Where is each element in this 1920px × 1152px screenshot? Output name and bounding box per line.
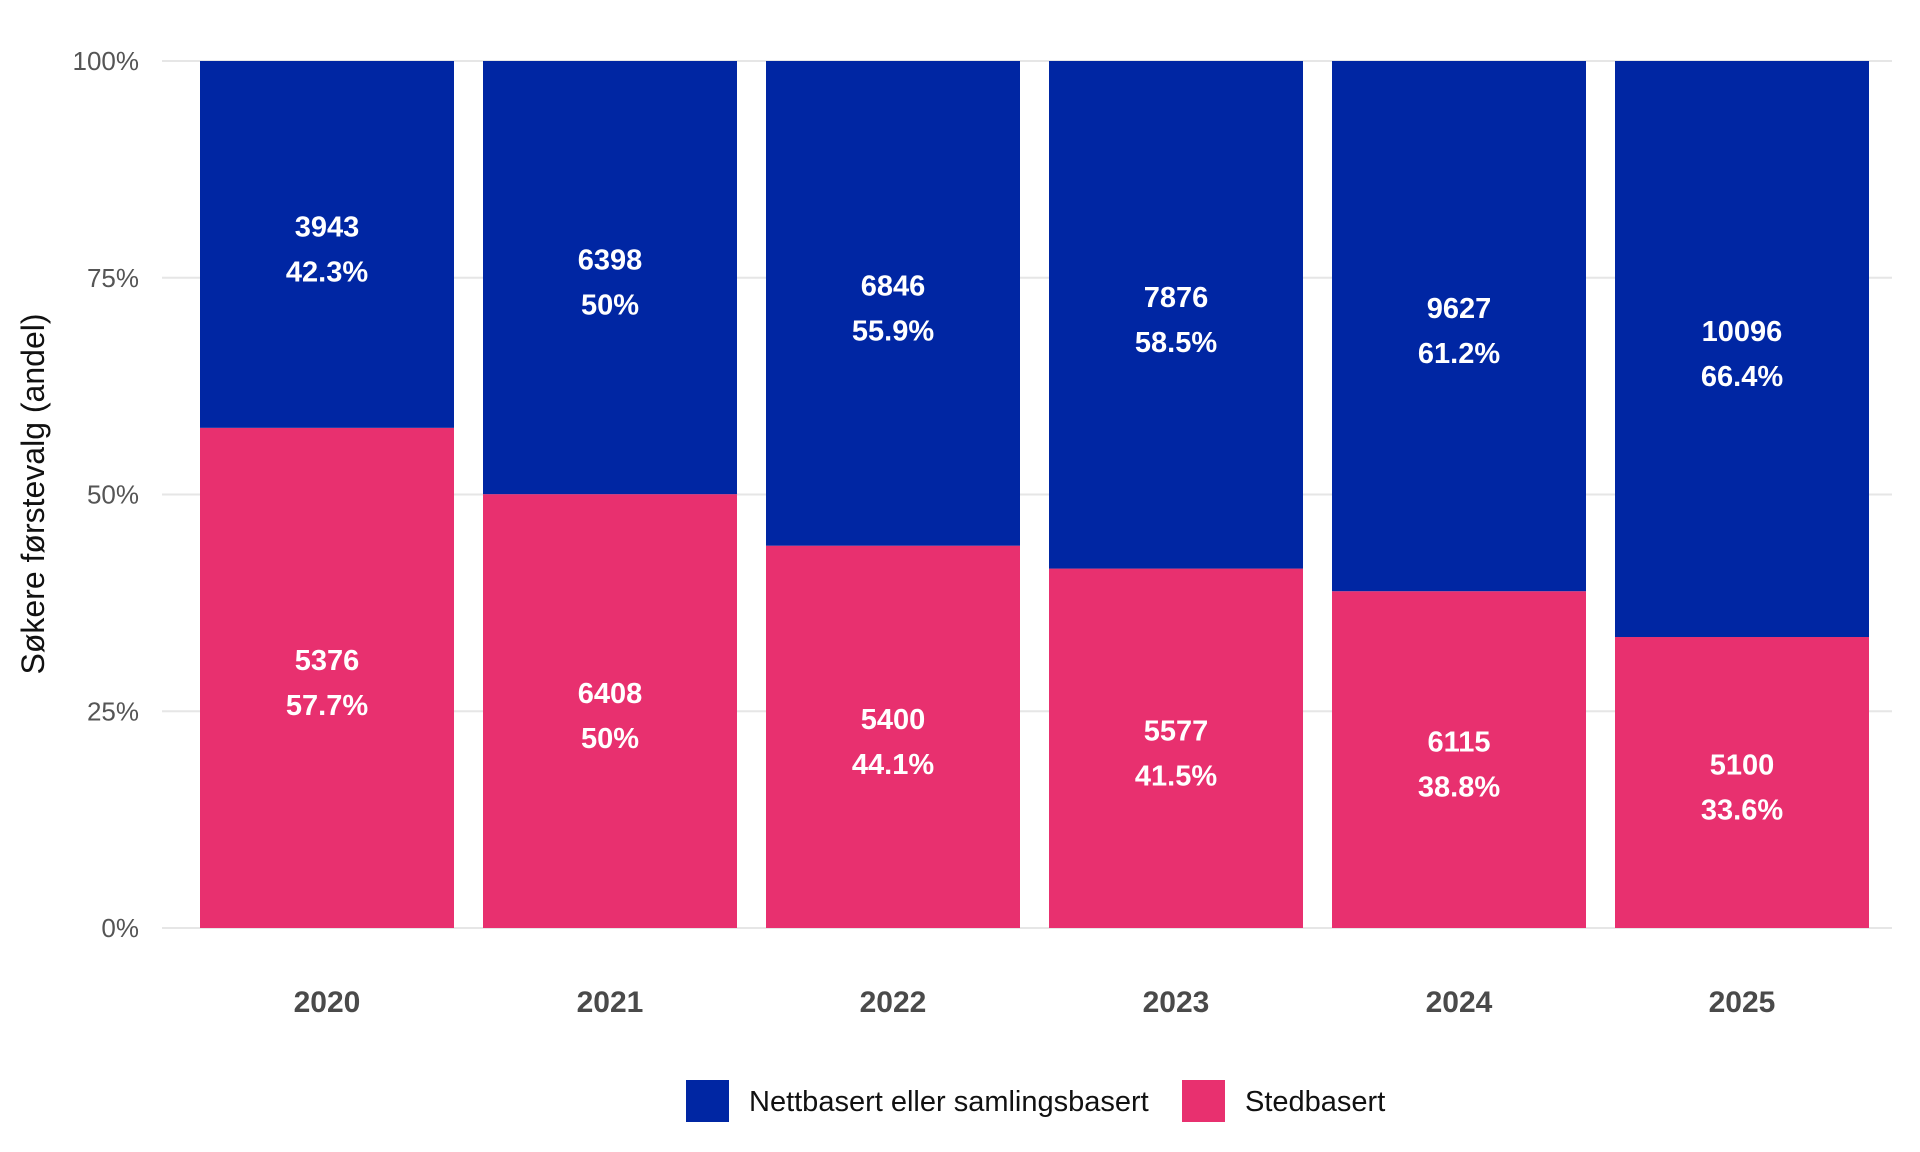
bar-percent-label: 41.5% [1135,760,1217,792]
bar-segment-nettbasert [483,61,737,495]
y-axis-title: Søkere førstevalg (andel) [15,313,51,674]
bar-segment-nettbasert [200,61,454,428]
bar-value-label: 10096 [1702,316,1783,348]
bar-value-label: 9627 [1427,293,1492,325]
bar-segment-nettbasert [1615,61,1869,638]
bar-percent-label: 33.6% [1701,795,1783,827]
bar-percent-label: 50% [581,290,639,322]
y-axis-ticks: 0% 25% 50% 75% 100% [73,46,140,943]
x-category-label: 2021 [577,986,644,1019]
bar-segment-nettbasert [1049,61,1303,569]
bar-percent-label: 42.3% [286,256,368,288]
bar-segment-nettbasert [1332,61,1586,592]
x-category-label: 2024 [1426,986,1493,1019]
bar-value-label: 5100 [1710,750,1775,782]
bar-percent-label: 44.1% [852,749,934,781]
bar-percent-label: 61.2% [1418,338,1500,370]
y-tick-label: 100% [73,46,140,76]
x-category-label: 2023 [1143,986,1210,1019]
y-tick-label: 75% [87,263,139,293]
x-category-label: 2025 [1709,986,1776,1019]
x-axis-categories: 2020 2021 2022 2023 2024 2025 [294,986,1776,1019]
legend-swatch [1182,1080,1225,1122]
bar-segment-stedbasert [766,545,1020,928]
bar-percent-label: 58.5% [1135,327,1217,359]
bar-value-label: 5376 [295,645,360,677]
bar-value-label: 6408 [578,678,643,710]
bars [200,61,1869,928]
bar-value-label: 5577 [1144,715,1209,747]
bar-percent-label: 57.7% [286,690,368,722]
x-category-label: 2020 [294,986,361,1019]
bar-percent-label: 38.8% [1418,772,1500,804]
bar-value-label: 6115 [1428,727,1491,759]
bar-percent-label: 66.4% [1701,361,1783,393]
legend-label: Nettbasert eller samlingsbasert [749,1086,1149,1118]
bar-segment-stedbasert [1615,637,1869,928]
bar-segment-stedbasert [1332,591,1586,928]
y-tick-label: 50% [87,480,139,510]
legend-swatch [686,1080,729,1122]
bar-segment-stedbasert [200,427,454,928]
bar-percent-label: 50% [581,723,639,755]
bar-labels: 5376 57.7% 3943 42.3% 6408 50% 6398 50% 5400 44.1… [286,211,1783,826]
bar-value-label: 6398 [578,245,643,277]
bar-value-label: 6846 [861,270,926,302]
bar-percent-label: 55.9% [852,315,934,347]
bar-value-label: 5400 [861,704,926,736]
y-tick-label: 25% [87,696,139,726]
bar-segment-stedbasert [483,494,737,928]
bar-segment-stedbasert [1049,568,1303,928]
legend-label: Stedbasert [1245,1086,1385,1118]
y-tick-label: 0% [101,913,139,943]
legend: Nettbasert eller samlingsbasert Stedbaser… [686,1080,1385,1122]
bar-value-label: 7876 [1144,282,1209,314]
bar-value-label: 3943 [295,211,360,243]
x-category-label: 2022 [860,986,927,1019]
bar-segment-nettbasert [766,61,1020,546]
